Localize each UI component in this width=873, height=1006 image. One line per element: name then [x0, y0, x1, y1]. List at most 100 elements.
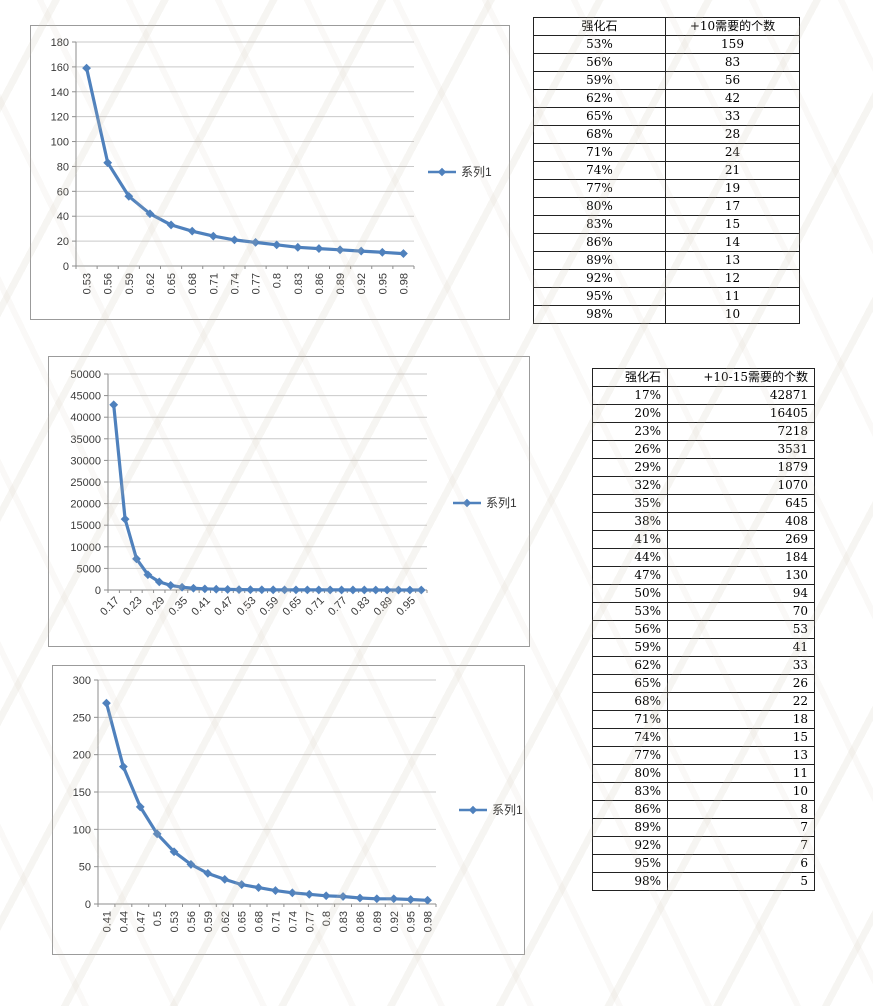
- data-point-marker: [200, 584, 210, 594]
- x-axis-tick-label: 0.77: [251, 273, 263, 294]
- table-row: 20% 16405: [592, 404, 815, 423]
- table-cell: 74%: [533, 161, 666, 180]
- data-point-marker: [82, 63, 91, 73]
- y-axis-tick-label: 160: [51, 62, 69, 74]
- table-cell: 35%: [592, 494, 668, 513]
- table-cell: 89%: [592, 818, 668, 837]
- table-cell: 10: [667, 782, 815, 801]
- y-axis-tick-label: 100: [51, 137, 69, 149]
- x-axis-tick-label: 0.74: [229, 273, 241, 294]
- table-row: 38% 408: [592, 512, 815, 531]
- x-axis-tick-label: 0.71: [303, 595, 327, 619]
- table-cell: 68%: [592, 692, 668, 711]
- data-point-marker: [124, 191, 134, 201]
- y-axis-tick-label: 40: [57, 211, 69, 223]
- y-axis-tick-label: 80: [57, 161, 69, 173]
- data-point-marker: [321, 891, 331, 901]
- table-cell: 95%: [533, 287, 666, 306]
- table-cell: 56%: [533, 53, 666, 72]
- x-axis-tick-label: 0.98: [423, 911, 435, 932]
- table-row: 17% 42871: [592, 386, 815, 405]
- table-row: 59% 41: [592, 638, 815, 657]
- table-cell: 94: [667, 584, 815, 603]
- data-point-marker: [257, 585, 267, 595]
- x-axis-tick-label: 0.89: [335, 273, 347, 294]
- data-point-marker: [314, 585, 324, 595]
- x-axis-tick-label: 0.59: [258, 595, 282, 619]
- table-cell: 408: [667, 512, 815, 531]
- data-point-marker: [187, 226, 197, 236]
- x-axis-tick-label: 0.83: [349, 595, 373, 619]
- y-axis-tick-label: 50000: [70, 369, 101, 381]
- data-point-marker: [189, 583, 198, 593]
- table-row: 68% 22: [592, 692, 815, 711]
- table-row: 59% 56: [533, 71, 800, 90]
- table-row: 32% 1070: [592, 476, 815, 495]
- data-point-marker: [152, 829, 162, 839]
- table-row: 89% 7: [592, 818, 815, 837]
- table-row: 65% 33: [533, 107, 800, 126]
- table-cell: 11: [665, 287, 800, 306]
- table-cell: 17: [665, 197, 800, 216]
- data-point-marker: [120, 514, 130, 524]
- table-cell: 42871: [667, 386, 815, 405]
- x-axis-tick-label: 0.23: [121, 595, 145, 619]
- data-table-2: 强化石 +10-15需要的个数 17% 42871 20% 16405 23% 7218 26%…: [592, 368, 815, 891]
- table-cell: 77%: [592, 746, 668, 765]
- x-axis-tick-label: 0.95: [406, 911, 418, 932]
- table-row: 95% 11: [533, 287, 800, 306]
- data-point-marker: [314, 244, 324, 253]
- data-point-marker: [416, 585, 426, 595]
- table-row: 26% 3531: [592, 440, 815, 459]
- table-cell: 65%: [592, 674, 668, 693]
- x-axis-tick-label: 0.41: [189, 595, 213, 619]
- y-axis-tick-label: 5000: [77, 563, 101, 575]
- table-row: 23% 7218: [592, 422, 815, 441]
- table-cell: 19: [665, 179, 800, 198]
- data-point-marker: [291, 585, 301, 595]
- legend-marker-icon: [437, 167, 447, 177]
- y-axis-tick-label: 0: [85, 899, 91, 911]
- table-cell: 21: [665, 161, 800, 180]
- data-point-marker: [355, 893, 365, 903]
- x-axis-tick-label: 0.56: [186, 911, 198, 932]
- legend-marker-icon: [462, 498, 472, 508]
- table-cell: 59%: [533, 71, 666, 90]
- y-axis-tick-label: 40000: [70, 412, 101, 424]
- table-row: 56% 53: [592, 620, 815, 639]
- table-row: 92% 12: [533, 269, 800, 288]
- x-axis-tick-label: 0.47: [212, 595, 236, 619]
- y-axis-tick-label: 150: [73, 787, 91, 799]
- table-cell: 44%: [592, 548, 668, 567]
- table-cell: 68%: [533, 125, 666, 144]
- legend-label: 系列1: [486, 496, 517, 510]
- table-header-cell: +10-15需要的个数: [667, 368, 815, 387]
- x-axis-tick-label: 0.53: [235, 595, 259, 619]
- data-point-marker: [208, 231, 218, 241]
- y-axis-tick-label: 50: [79, 862, 91, 874]
- y-axis-tick-label: 60: [57, 186, 69, 198]
- legend-series1: 系列1: [428, 165, 492, 179]
- x-axis-tick-label: 0.92: [356, 273, 368, 294]
- table-row: 98% 10: [533, 305, 800, 324]
- table-header-row: 强化石 +10-15需要的个数: [592, 368, 815, 387]
- data-table-1: 强化石 +10需要的个数 53% 159 56% 83 59% 56 62% 42 65% 33 68%…: [533, 17, 800, 324]
- data-point-marker: [223, 585, 233, 594]
- x-axis-tick-label: 0.65: [280, 595, 304, 619]
- data-point-marker: [372, 894, 382, 904]
- table-cell: 15: [665, 215, 800, 234]
- table-cell: 77%: [533, 179, 666, 198]
- table-row: 53% 159: [533, 35, 800, 54]
- data-point-marker: [287, 888, 297, 898]
- table-cell: 22: [667, 692, 815, 711]
- x-axis-tick-label: 0.83: [338, 911, 350, 932]
- table-cell: 6: [667, 854, 815, 873]
- data-point-marker: [102, 698, 111, 708]
- table-cell: 23%: [592, 422, 668, 441]
- data-point-marker: [382, 585, 392, 595]
- table-row: 62% 42: [533, 89, 800, 108]
- table-cell: 1070: [667, 476, 815, 495]
- y-axis-tick-label: 180: [51, 37, 69, 49]
- data-point-marker: [325, 585, 335, 595]
